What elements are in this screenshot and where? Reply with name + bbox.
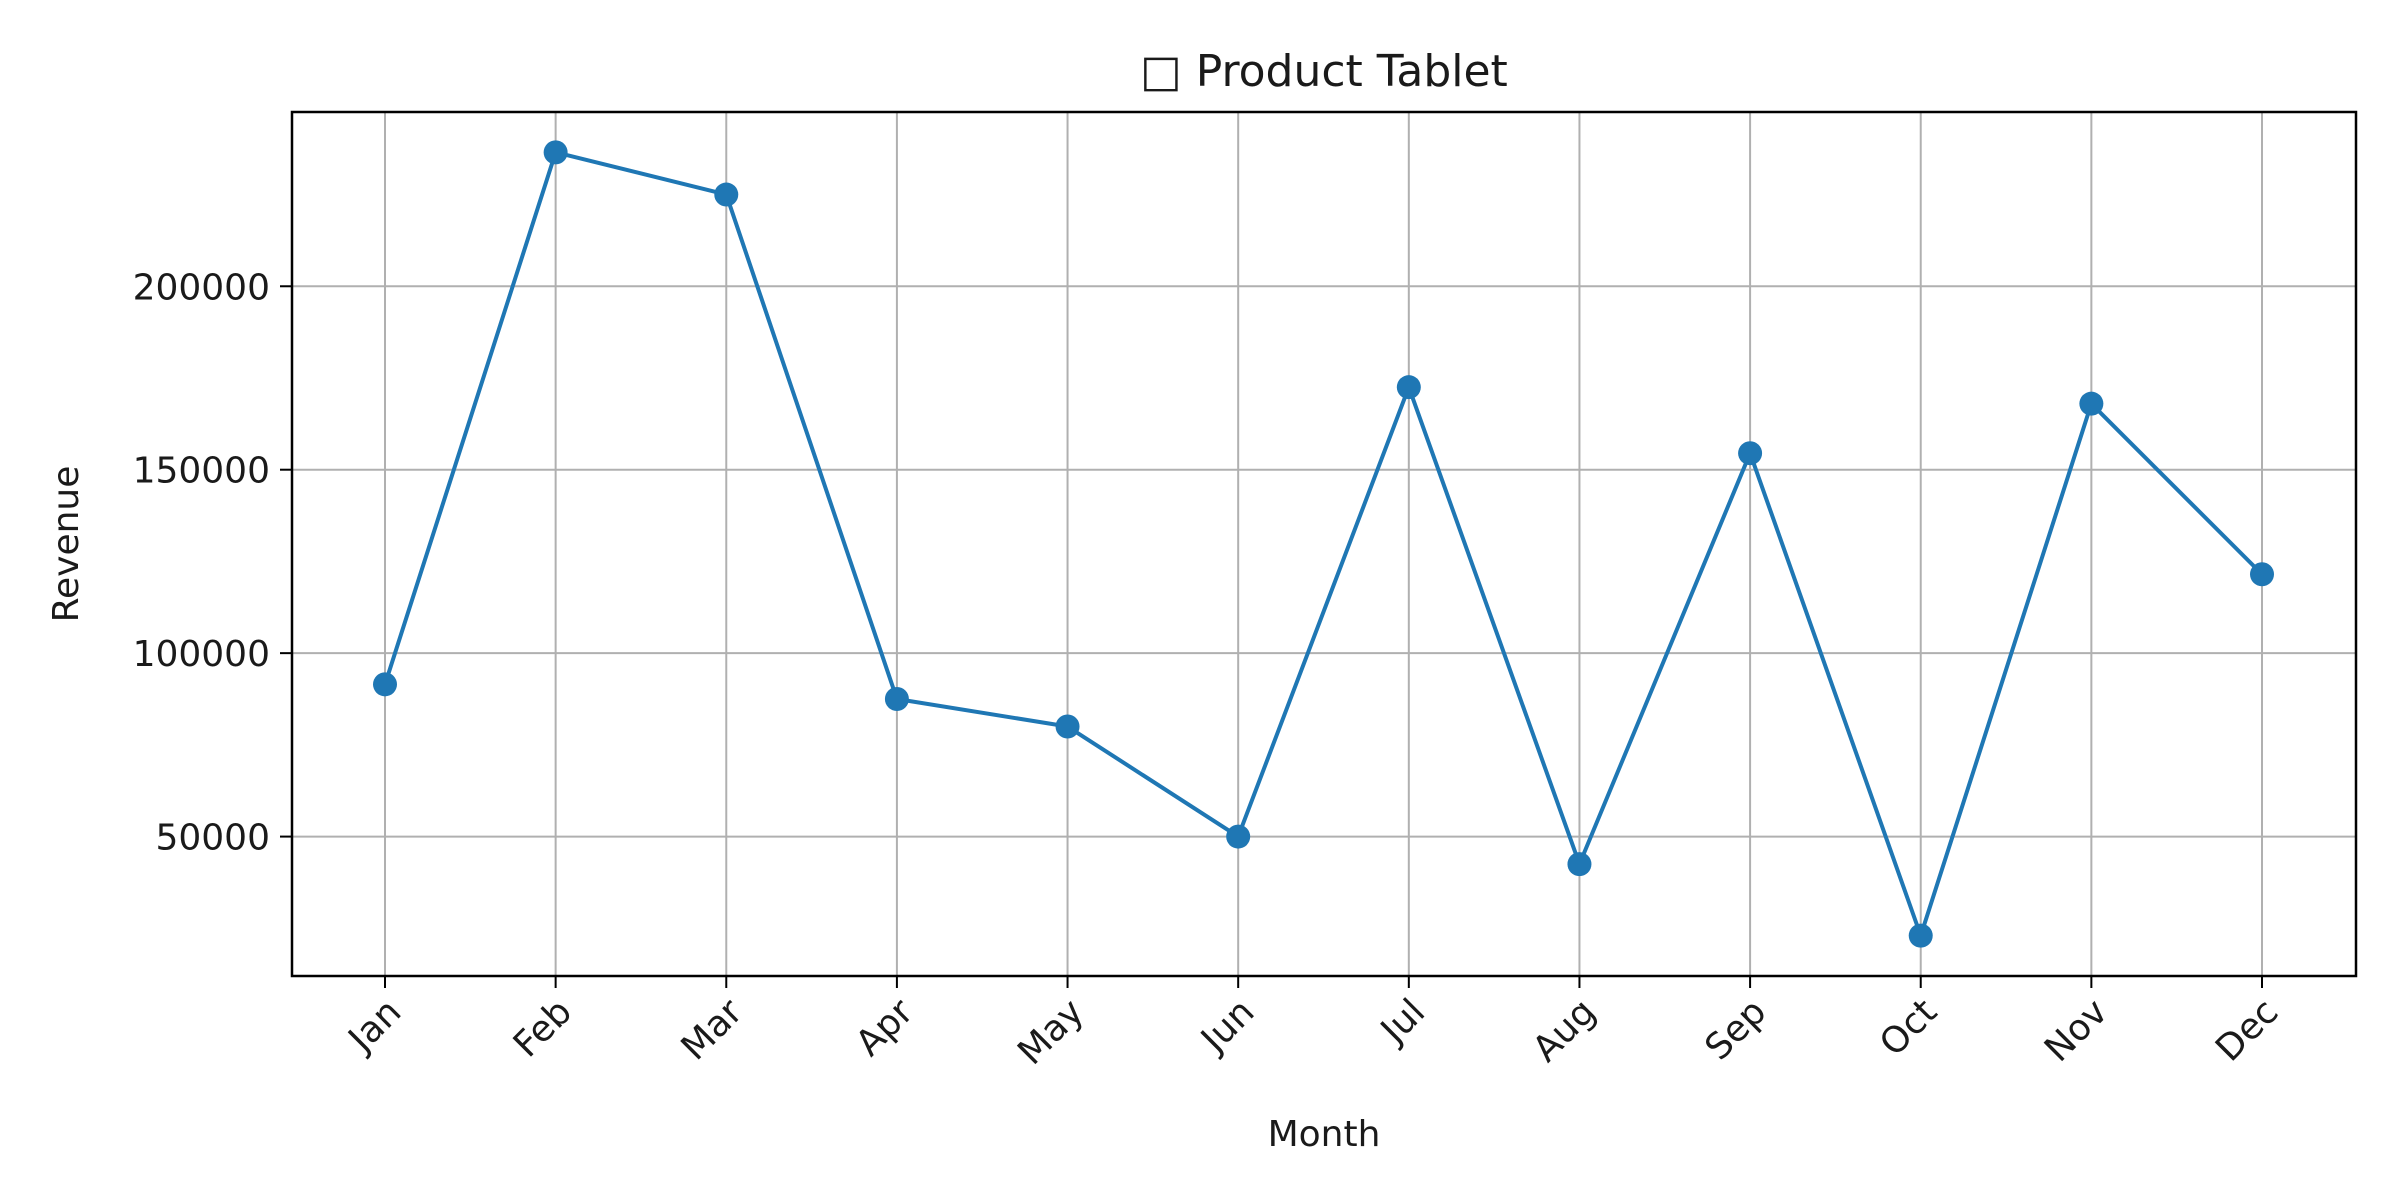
y-tick-label: 50000 <box>155 818 270 859</box>
data-point-oct[interactable] <box>1908 923 1933 948</box>
x-axis-label: Month <box>1268 1114 1381 1155</box>
data-point-aug[interactable] <box>1567 852 1592 877</box>
series-layer <box>373 140 2274 948</box>
y-tick-label: 100000 <box>133 634 270 675</box>
chart-title: □ Product Tablet <box>1140 46 1508 97</box>
data-point-feb[interactable] <box>543 140 568 165</box>
data-point-nov[interactable] <box>2079 391 2104 416</box>
data-point-may[interactable] <box>1055 714 1080 739</box>
plot-frame <box>290 110 2358 978</box>
data-point-sep[interactable] <box>1738 441 1763 466</box>
y-tick-label: 150000 <box>133 451 270 492</box>
data-point-dec[interactable] <box>2250 562 2274 587</box>
y-tick-label: 200000 <box>133 267 270 308</box>
data-point-jan[interactable] <box>373 672 397 697</box>
data-point-jun[interactable] <box>1226 824 1251 849</box>
grid <box>292 112 2356 976</box>
data-point-mar[interactable] <box>714 182 739 207</box>
y-axis-label: Revenue <box>46 466 87 623</box>
data-point-apr[interactable] <box>884 687 909 712</box>
y-axis-ticks: 50000 100000 150000 200000 <box>133 267 292 859</box>
data-point-jul[interactable] <box>1396 375 1421 400</box>
series-line <box>383 150 2264 938</box>
